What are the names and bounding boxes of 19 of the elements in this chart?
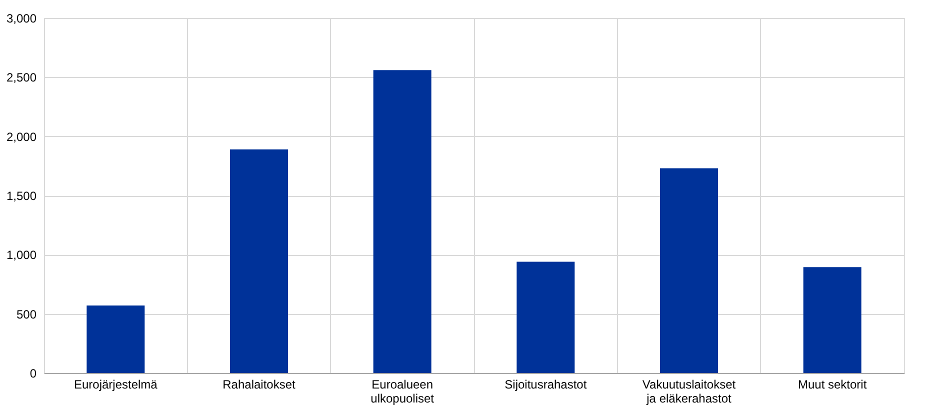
- y-tick-label: 3,000: [6, 12, 37, 26]
- y-tick-label: 0: [30, 366, 37, 380]
- x-tick-label: Muut sektorit: [798, 378, 868, 392]
- y-tick-label: 2,500: [6, 70, 37, 85]
- x-tick-label: Rahalaitokset: [222, 378, 296, 392]
- y-tick-label: 1,000: [6, 248, 37, 262]
- y-tick-label: 2,000: [6, 130, 37, 144]
- bar: [373, 70, 432, 373]
- y-tick-label: 1,500: [6, 189, 37, 203]
- bar: [803, 267, 862, 373]
- x-tick-label: Euroalueen ulkopuoliset: [370, 378, 435, 406]
- bar: [86, 306, 145, 373]
- x-tick-label: Sijoitusrahastot: [504, 378, 588, 392]
- y-tick-label: 500: [16, 307, 37, 322]
- bar: [516, 262, 575, 373]
- x-tick-label: Eurojärjestelmä: [74, 378, 158, 392]
- bar: [230, 149, 288, 373]
- x-tick-label: Vakuutuslaitokset ja eläkerahastot: [642, 378, 736, 406]
- bar: [660, 168, 718, 373]
